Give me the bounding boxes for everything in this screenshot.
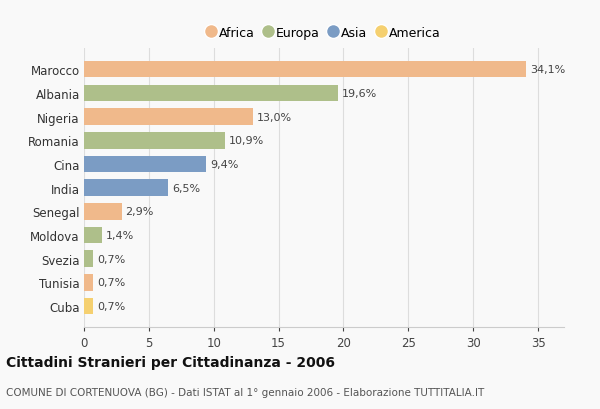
Bar (84, 62, 526, 78)
Text: 0,7%: 0,7% (97, 254, 125, 264)
Bar (84, 298, 93, 315)
Bar (84, 180, 169, 196)
Bar (84, 274, 93, 291)
Bar (84, 227, 102, 244)
Bar (84, 204, 122, 220)
Text: 6,5%: 6,5% (172, 183, 200, 193)
Text: 0,7%: 0,7% (97, 278, 125, 288)
Legend: Africa, Europa, Asia, America: Africa, Europa, Asia, America (203, 22, 445, 45)
Bar (84, 156, 206, 173)
Text: 2,9%: 2,9% (125, 207, 154, 217)
Bar (84, 133, 226, 149)
Text: 9,4%: 9,4% (210, 160, 238, 169)
Text: 10,9%: 10,9% (229, 136, 265, 146)
Bar (84, 251, 93, 267)
Bar (84, 85, 338, 102)
Text: 19,6%: 19,6% (342, 89, 377, 99)
Text: 1,4%: 1,4% (106, 230, 134, 240)
Bar (84, 109, 253, 126)
Text: COMUNE DI CORTENUOVA (BG) - Dati ISTAT al 1° gennaio 2006 - Elaborazione TUTTITA: COMUNE DI CORTENUOVA (BG) - Dati ISTAT a… (6, 387, 484, 397)
Text: Cittadini Stranieri per Cittadinanza - 2006: Cittadini Stranieri per Cittadinanza - 2… (6, 355, 335, 369)
Text: 13,0%: 13,0% (257, 112, 292, 122)
Text: 0,7%: 0,7% (97, 301, 125, 311)
Text: 34,1%: 34,1% (530, 65, 566, 75)
